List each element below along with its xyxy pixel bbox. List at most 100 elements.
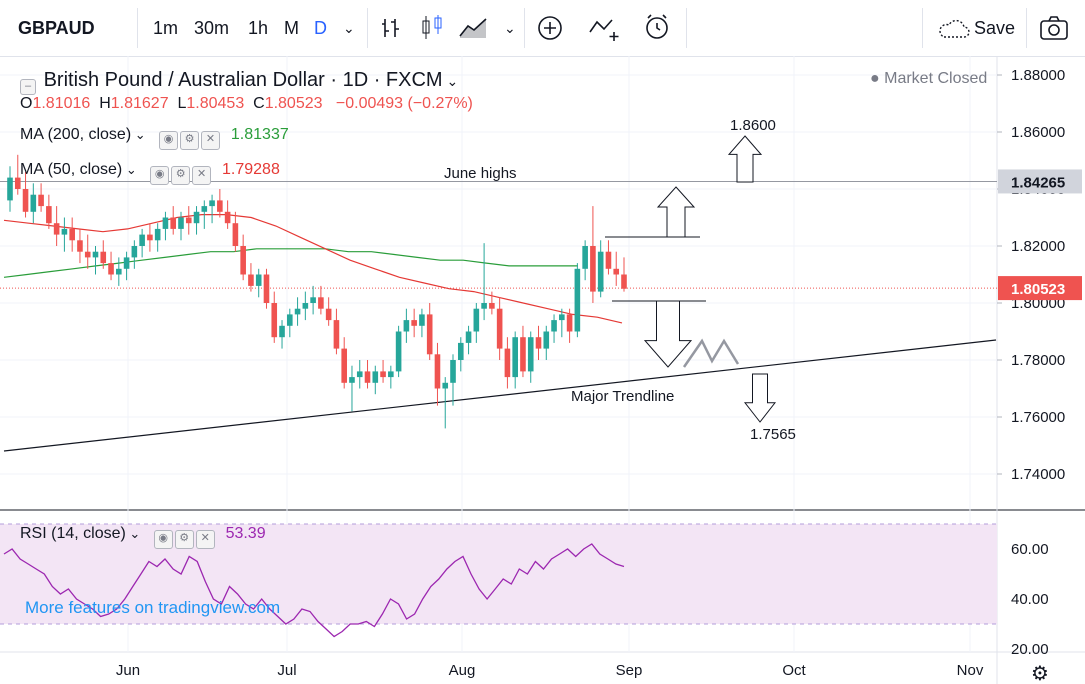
candle-body: [333, 320, 340, 349]
candle-body: [364, 371, 371, 383]
chevron-down-icon[interactable]: ⌄: [442, 73, 459, 89]
close-label: C: [248, 95, 265, 112]
candles-icon[interactable]: [420, 14, 444, 42]
tradingview-watermark[interactable]: More features on tradingview.com: [25, 598, 281, 617]
gear-icon[interactable]: ⚙: [174, 530, 194, 549]
compare-icon[interactable]: [588, 14, 622, 42]
rsi-line: [3, 543, 625, 638]
breakdown-down-arrow: [643, 300, 693, 368]
candle-body: [496, 308, 503, 349]
candle-body: [325, 308, 332, 321]
collapse-icon[interactable]: –: [20, 79, 36, 95]
cloud-icon[interactable]: [936, 18, 970, 40]
candle-body: [395, 331, 402, 372]
projection-zigzag: [682, 338, 740, 368]
open-label: O: [20, 95, 33, 112]
interval-D[interactable]: D: [314, 18, 327, 38]
target-down-label: 1.7565: [750, 426, 796, 443]
price-tag-bg: [998, 169, 1082, 194]
y-tick-label: 1.82000: [1011, 238, 1065, 255]
save-button[interactable]: Save: [974, 18, 1016, 38]
candle-body: [613, 268, 620, 275]
eye-icon[interactable]: ◉: [150, 166, 170, 185]
close-icon[interactable]: ✕: [192, 166, 212, 185]
gear-icon[interactable]: ⚙: [180, 131, 200, 150]
interval-1h[interactable]: 1h: [248, 18, 269, 38]
symbol-search[interactable]: GBPAUD: [18, 18, 95, 38]
candle-body: [123, 257, 130, 269]
target-up-label: 1.8600: [730, 117, 776, 134]
add-indicator-icon[interactable]: [537, 15, 563, 41]
price-chart[interactable]: JunJulAugSepOctNov1.880001.860001.840001…: [0, 56, 1085, 684]
candle-body: [193, 211, 200, 224]
gear-icon[interactable]: ⚙: [171, 166, 191, 185]
candle-body: [582, 246, 588, 269]
ma50-line: [3, 214, 623, 324]
candle-body: [504, 348, 511, 378]
chevron-down-icon[interactable]: ⌄: [125, 526, 141, 541]
candle-body: [22, 189, 29, 212]
candle-body: [597, 251, 604, 292]
candle-body: [403, 320, 410, 332]
interval-M[interactable]: M: [284, 18, 299, 38]
candle-body: [411, 320, 417, 326]
chevron-down-icon[interactable]: ⌄: [131, 127, 146, 142]
top-toolbar: GBPAUD 1m 30m 1h M D ⌄ ⌄ Save: [0, 0, 1085, 57]
alert-icon[interactable]: [643, 13, 673, 43]
candle-body: [419, 314, 425, 326]
ma50-value: 1.79288: [222, 161, 280, 178]
camera-icon[interactable]: [1039, 15, 1069, 41]
candle-body: [286, 314, 293, 326]
eye-icon[interactable]: ◉: [159, 131, 179, 150]
breakout-up-arrow: [656, 186, 696, 238]
candle-body: [388, 371, 394, 378]
candle-body: [512, 337, 518, 378]
ma50-legend: MA (50, close) ⌄ ◉ ⚙ ✕ 1.79288: [20, 161, 280, 185]
candle-body: [489, 303, 495, 309]
candle-body: [426, 314, 433, 355]
bars-icon[interactable]: [380, 16, 404, 40]
target-up-arrow: [727, 135, 763, 183]
x-tick-label: Nov: [957, 662, 984, 679]
chevron-down-icon[interactable]: ⌄: [122, 162, 137, 177]
toolbar-divider: [686, 8, 687, 48]
close-icon[interactable]: ✕: [201, 131, 221, 150]
chevron-down-icon[interactable]: ⌄: [504, 20, 516, 36]
candle-body: [559, 314, 565, 321]
close-icon[interactable]: ✕: [195, 530, 215, 549]
ohlc-legend: O1.81016 H1.81627 L1.80453 C1.80523 −0.0…: [20, 95, 473, 113]
candle-body: [442, 382, 449, 389]
toolbar-divider: [1026, 8, 1027, 48]
candle-body: [527, 337, 534, 372]
interval-1m[interactable]: 1m: [153, 18, 179, 38]
x-tick-label: Sep: [616, 662, 643, 679]
close-value: 1.80523: [264, 95, 323, 112]
interval-30m[interactable]: 30m: [194, 18, 230, 38]
candle-body: [457, 342, 464, 360]
chevron-down-icon[interactable]: ⌄: [343, 20, 355, 36]
june-highs-label: June highs: [444, 165, 517, 182]
title-text: British Pound / Australian Dollar · 1D ·…: [43, 69, 443, 91]
x-tick-label: Jul: [277, 662, 296, 679]
candle-body: [574, 268, 581, 332]
settings-gear-icon[interactable]: ⚙: [1031, 663, 1049, 684]
price-tag-label: 1.80523: [1011, 281, 1065, 298]
change-value: −0.00493 (−0.27%): [335, 95, 473, 112]
candle-body: [240, 246, 246, 275]
candle-body: [263, 274, 270, 303]
candle-body: [38, 194, 44, 207]
area-chart-icon[interactable]: [458, 16, 488, 40]
eye-icon[interactable]: ◉: [153, 530, 173, 549]
toolbar-divider: [524, 8, 525, 48]
candle-body: [147, 234, 153, 241]
ma50-label: MA (50, close): [20, 161, 123, 178]
candle-body: [302, 303, 309, 309]
candle-body: [543, 331, 550, 349]
y-tick-label: 1.78000: [1011, 352, 1065, 369]
market-status: ● Market Closed: [870, 70, 988, 87]
candle-body: [294, 308, 301, 315]
candle-body: [434, 354, 441, 389]
toolbar-divider: [367, 8, 368, 48]
candle-body: [69, 228, 75, 241]
rsi-tick-label: 20.00: [1011, 641, 1049, 658]
